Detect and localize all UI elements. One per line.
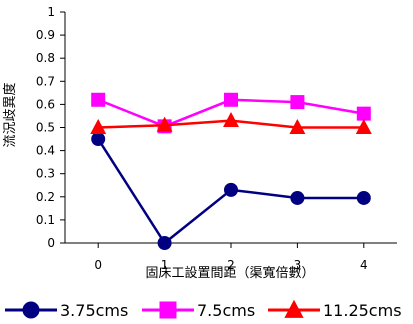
y-tick-label: 0.2 [36, 190, 55, 204]
y-tick-label: 0.8 [36, 51, 55, 65]
legend-label: 11.25cms [323, 301, 402, 320]
legend-item: 3.75cms [5, 301, 128, 320]
series-layer [90, 92, 372, 250]
y-tick-label: 0.1 [36, 213, 55, 227]
x-tick-label: 1 [161, 258, 169, 272]
x-tick-label: 2 [227, 258, 235, 272]
data-point [356, 106, 371, 121]
data-point [91, 132, 106, 147]
y-tick-label: 0 [47, 236, 55, 250]
x-ticks: 0 1 2 3 4 [94, 243, 368, 272]
legend-marker [159, 301, 177, 319]
data-point [356, 190, 371, 205]
x-tick-label: 4 [360, 258, 368, 272]
series-0 [91, 132, 371, 250]
data-point [289, 118, 306, 134]
legend-marker [284, 299, 304, 318]
data-point [157, 236, 172, 250]
x-axis-title: 固床工設置間距（渠寬倍數） [145, 265, 314, 281]
x-tick-label: 0 [94, 258, 102, 272]
y-tick-label: 0.9 [36, 28, 55, 42]
data-point [156, 116, 173, 132]
legend-marker [22, 301, 40, 319]
y-tick-label: 0.5 [36, 121, 55, 135]
y-tick-label: 0.7 [36, 74, 55, 88]
y-tick-label: 0.6 [36, 97, 55, 111]
y-tick-label: 1 [47, 5, 55, 19]
y-axis-title: 流況歧異度 [2, 82, 18, 147]
data-point [290, 190, 305, 205]
legend-item: 11.25cms [268, 299, 402, 320]
y-tick-label: 0.4 [36, 144, 55, 158]
legend-item: 7.5cms [142, 301, 255, 320]
legend-label: 7.5cms [197, 301, 255, 320]
data-point [224, 182, 238, 197]
legend: 3.75cms 7.5cms 11.25cms [5, 299, 402, 320]
data-point [91, 92, 106, 107]
data-point [355, 118, 372, 134]
data-point [90, 118, 107, 134]
series-2 [90, 112, 372, 134]
y-tick-label: 0.3 [36, 167, 55, 181]
data-point [223, 112, 239, 128]
x-tick-label: 3 [294, 258, 302, 272]
y-ticks: 0 0.1 0.2 0.3 0.4 0.5 0.6 0.7 0.8 0.9 1 [36, 5, 65, 250]
data-point [224, 92, 238, 107]
data-point [290, 95, 305, 110]
legend-label: 3.75cms [60, 301, 128, 320]
